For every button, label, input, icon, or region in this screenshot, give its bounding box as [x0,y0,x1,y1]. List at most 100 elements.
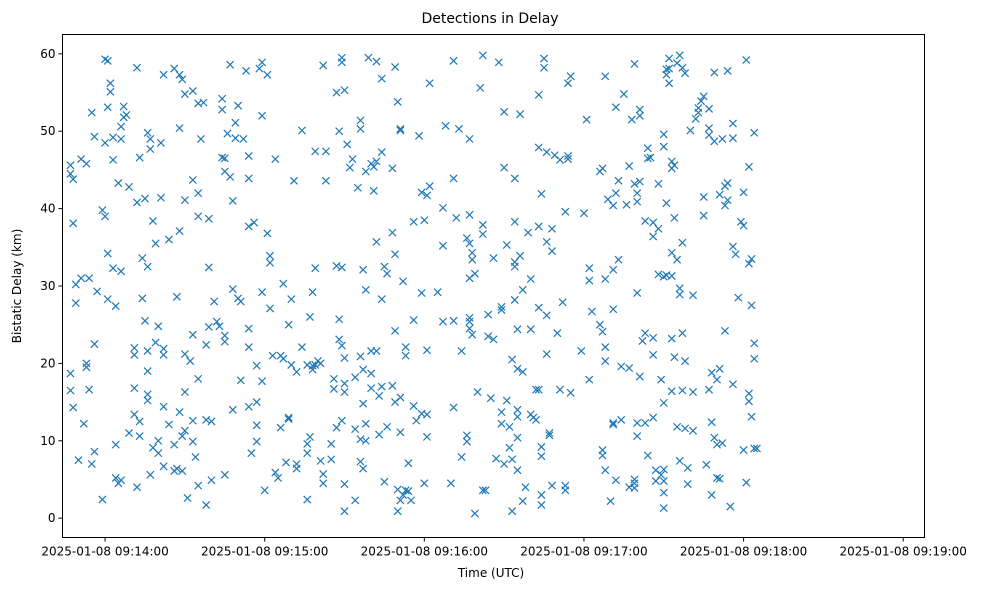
data-point [175,124,184,133]
data-point [103,103,112,112]
data-point [654,270,663,279]
data-point [481,486,490,495]
data-point [124,429,134,438]
data-point [356,435,365,444]
data-point [534,143,543,152]
data-point [218,94,227,103]
data-point [438,203,447,212]
data-point [422,410,432,419]
data-point [649,333,658,342]
data-point [297,126,306,135]
data-point [409,401,418,410]
data-point [103,56,112,65]
data-point [747,412,756,421]
data-point [401,486,410,495]
data-point [532,415,541,424]
data-point [151,338,160,347]
data-point [69,219,78,228]
data-point [484,332,493,341]
data-point [135,153,144,162]
data-point [122,110,131,120]
data-points [66,51,761,518]
data-point [220,470,229,479]
data-point [521,483,530,492]
data-point [606,497,615,506]
data-point [388,381,397,390]
data-point [305,432,314,441]
data-point [186,357,195,366]
data-point [465,313,474,322]
data-point [335,315,344,324]
y-axis-label: Bistatic Delay (km) [10,229,24,344]
data-point [159,70,168,79]
data-point [236,376,245,385]
data-point [308,288,317,297]
data-point [380,477,389,486]
data-point [351,425,360,434]
data-point [404,487,413,496]
data-point [258,58,267,67]
data-point [446,479,455,488]
data-point [657,375,666,384]
data-point [646,153,655,162]
data-point [359,464,368,473]
data-point [752,444,761,453]
data-point [258,288,267,297]
data-point [260,486,269,495]
data-point [587,307,596,316]
y-tick-label: 40 [40,202,55,216]
data-point [670,161,679,170]
data-point [130,410,139,419]
data-point [609,420,618,429]
data-point [638,336,647,345]
data-point [750,128,759,137]
data-point [678,329,687,338]
data-point [77,274,86,283]
data-point [617,415,626,424]
data-point [114,179,123,188]
data-point [391,326,400,335]
data-point [204,214,213,223]
data-point [332,423,341,432]
data-point [117,267,126,276]
data-point [540,63,549,72]
data-point [202,415,211,424]
data-point [252,361,261,370]
data-point [367,384,376,393]
data-point [154,322,163,331]
data-point [598,164,607,173]
data-point [643,144,652,153]
data-point [561,207,570,216]
data-point [750,339,759,348]
data-point [143,128,152,137]
data-point [90,447,99,456]
data-point [468,330,477,339]
data-point [414,131,424,140]
data-point [489,335,498,344]
data-point [111,440,120,449]
data-point [348,155,357,164]
data-point [667,157,676,166]
data-point [681,69,690,78]
data-point [465,239,474,248]
data-point [135,417,144,426]
data-point [508,355,517,364]
data-point [699,92,708,101]
data-point [356,457,365,466]
data-point [659,398,668,407]
data-point [393,97,402,106]
data-point [69,403,78,412]
data-point [704,131,714,140]
data-point [90,340,99,349]
data-point [359,365,368,374]
data-point [712,440,722,449]
data-point [364,53,373,62]
data-point [335,127,344,136]
data-point [704,104,714,113]
data-point [675,284,684,293]
data-point [109,133,118,142]
data-point [422,346,432,355]
data-point [736,217,745,226]
data-point [319,470,328,479]
data-point [670,213,679,222]
